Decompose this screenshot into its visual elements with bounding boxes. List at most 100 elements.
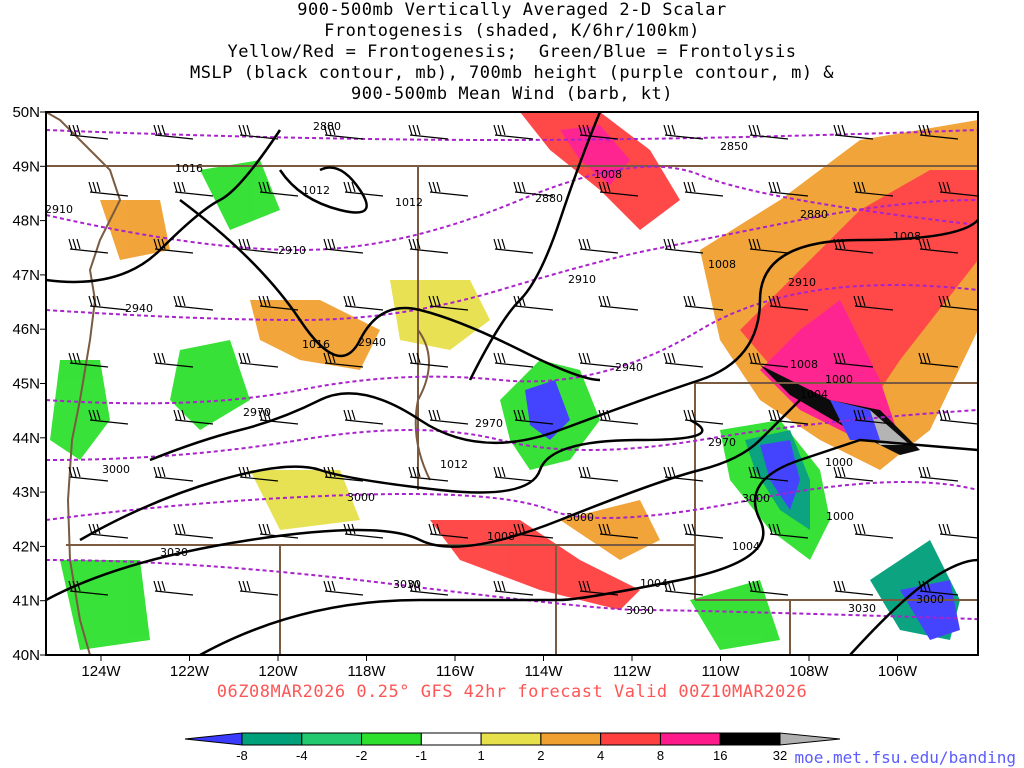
colorbar-label: 32 bbox=[773, 748, 787, 763]
height-label: 3030 bbox=[160, 546, 188, 559]
wind-barb bbox=[68, 466, 109, 482]
colorbar-segment bbox=[361, 732, 422, 746]
wind-barb bbox=[428, 181, 469, 197]
wind-barb bbox=[408, 238, 449, 254]
lat-label: 50N bbox=[12, 104, 40, 121]
wind-barb bbox=[238, 238, 279, 254]
height-label: 3000 bbox=[916, 593, 944, 606]
wind-barb bbox=[683, 523, 724, 539]
wind-barb bbox=[323, 352, 364, 368]
height-label: 2940 bbox=[358, 336, 386, 349]
mslp-label: 1000 bbox=[825, 456, 853, 469]
wind-barb bbox=[238, 580, 279, 596]
lat-label: 46N bbox=[12, 321, 40, 338]
wind-barb bbox=[428, 409, 469, 425]
wind-barb bbox=[238, 466, 279, 482]
wind-barb bbox=[173, 409, 214, 425]
wind-barb bbox=[748, 238, 789, 254]
wind-barb bbox=[428, 523, 469, 539]
wind-barb bbox=[748, 466, 789, 482]
height-label: 2940 bbox=[125, 302, 153, 315]
mslp-contours bbox=[46, 112, 978, 655]
height-label: 3000 bbox=[566, 511, 594, 524]
lat-label: 41N bbox=[12, 593, 40, 610]
wind-barb bbox=[598, 295, 639, 311]
colorbar-segment bbox=[184, 732, 243, 746]
wind-barb bbox=[343, 523, 384, 539]
lat-label: 44N bbox=[12, 430, 40, 447]
lon-label: 106W bbox=[878, 663, 918, 680]
lon-label: 114W bbox=[524, 663, 563, 680]
colorbar-label: 8 bbox=[657, 748, 664, 763]
colorbar-label: -4 bbox=[296, 748, 308, 763]
wind-barb bbox=[598, 409, 639, 425]
wind-barb bbox=[833, 352, 874, 368]
lat-label: 40N bbox=[12, 647, 40, 664]
height-label: 3000 bbox=[102, 463, 130, 476]
mslp-label: 1000 bbox=[826, 510, 854, 523]
height-label: 2880 bbox=[535, 192, 563, 205]
height-label: 3030 bbox=[848, 602, 876, 615]
map-title: 900-500mb Vertically Averaged 2-D Scalar… bbox=[0, 0, 1024, 105]
wind-barb bbox=[513, 295, 554, 311]
height-label: 3030 bbox=[393, 578, 421, 591]
wind-barb bbox=[748, 352, 789, 368]
wind-barb bbox=[343, 181, 384, 197]
mslp-label: 1008 bbox=[790, 358, 818, 371]
wind-barb bbox=[683, 409, 724, 425]
wind-barb bbox=[598, 523, 639, 539]
wind-barb bbox=[408, 352, 449, 368]
colorbar-segment bbox=[480, 732, 542, 746]
wind-barb bbox=[663, 580, 704, 596]
source-url[interactable]: moe.met.fsu.edu/banding bbox=[794, 748, 1016, 767]
wind-barb bbox=[428, 295, 469, 311]
wind-barb bbox=[493, 466, 534, 482]
wind-barb bbox=[918, 580, 959, 596]
colorbar-segment bbox=[779, 732, 841, 746]
wind-barb bbox=[578, 238, 619, 254]
colorbar-label: 1 bbox=[477, 748, 484, 763]
height-label: 2910 bbox=[45, 203, 73, 216]
wind-barb bbox=[833, 466, 874, 482]
wind-barb bbox=[323, 124, 364, 140]
wind-barb bbox=[748, 124, 789, 140]
lon-label: 122W bbox=[170, 663, 210, 680]
wind-barb bbox=[663, 466, 704, 482]
mslp-label: 1012 bbox=[395, 196, 423, 209]
wind-barb bbox=[918, 466, 959, 482]
mslp-label: 1008 bbox=[893, 230, 921, 243]
wind-barb bbox=[173, 181, 214, 197]
wind-barb bbox=[153, 580, 194, 596]
wind-barb bbox=[88, 409, 129, 425]
forecast-footer: 06Z08MAR2026 0.25° GFS 42hr forecast Val… bbox=[216, 682, 808, 702]
title-line: MSLP (black contour, mb), 700mb height (… bbox=[189, 63, 835, 83]
height-label: 2970 bbox=[475, 417, 503, 430]
wind-barb bbox=[153, 466, 194, 482]
wind-barb bbox=[918, 124, 959, 140]
title-line: 900-500mb Mean Wind (barb, kt) bbox=[350, 84, 674, 104]
wind-barb bbox=[258, 295, 299, 311]
wind-barb bbox=[833, 238, 874, 254]
wind-barb bbox=[853, 295, 894, 311]
colorbar-label: -2 bbox=[356, 748, 368, 763]
wind-barb bbox=[408, 580, 449, 596]
mslp-label: 1008 bbox=[708, 258, 736, 271]
wind-barb bbox=[918, 238, 959, 254]
wind-barb bbox=[238, 124, 279, 140]
mslp-label: 1016 bbox=[302, 338, 330, 351]
wind-barb bbox=[768, 523, 809, 539]
wind-barb bbox=[513, 181, 554, 197]
wind-barb bbox=[768, 181, 809, 197]
mslp-label: 1012 bbox=[302, 184, 330, 197]
title-line: 900-500mb Vertically Averaged 2-D Scalar bbox=[297, 0, 727, 20]
mslp-label: 1008 bbox=[594, 168, 622, 181]
wind-barb bbox=[238, 352, 279, 368]
state-borders bbox=[46, 165, 978, 655]
height-label: 2940 bbox=[615, 361, 643, 374]
wind-barb bbox=[578, 352, 619, 368]
height-label: 2880 bbox=[313, 120, 341, 133]
mslp-label: 1004 bbox=[800, 388, 828, 401]
height-label: 2910 bbox=[568, 273, 596, 286]
height-label: 2910 bbox=[788, 276, 816, 289]
wind-barb bbox=[663, 124, 704, 140]
